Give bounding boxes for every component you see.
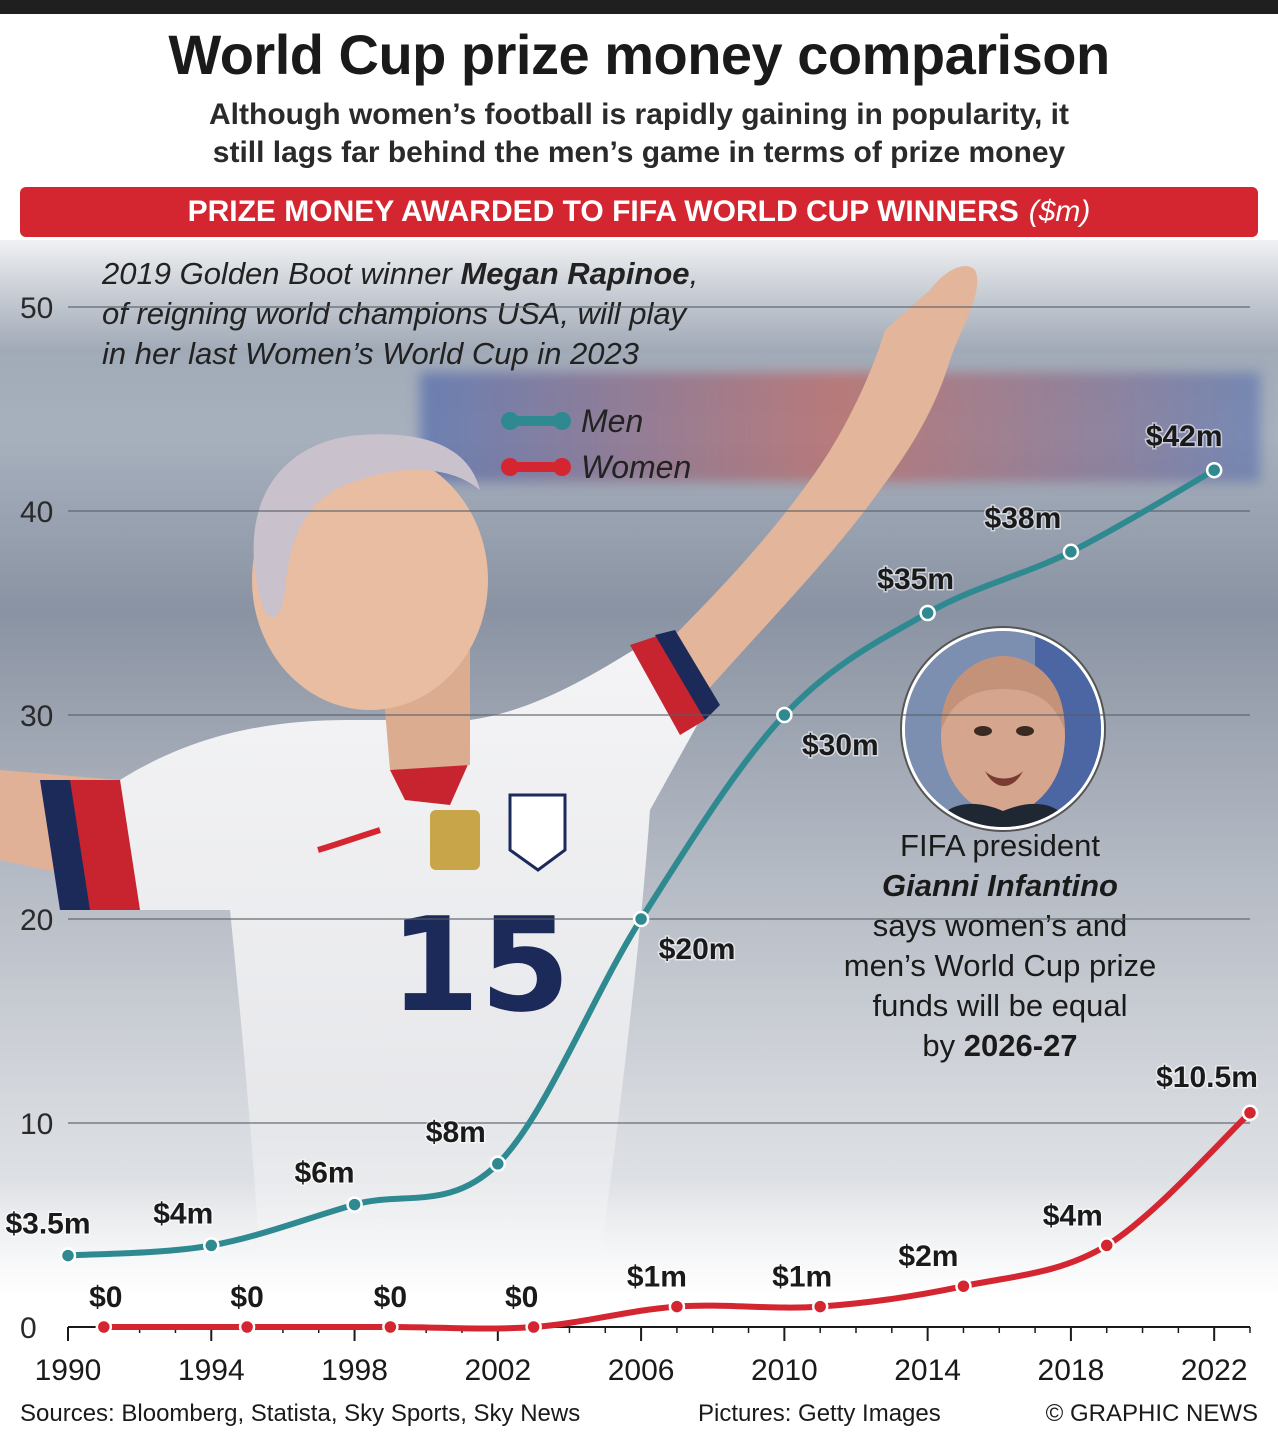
quote-name: Gianni Infantino (882, 868, 1118, 903)
footer-credit: © GRAPHIC NEWS (1045, 1400, 1258, 1427)
caption-line-1: 2019 Golden Boot winner Megan Rapinoe, (102, 254, 802, 294)
women-data-point (1241, 1104, 1259, 1122)
y-tick-label: 30 (20, 700, 53, 733)
women-data-label: $0 (374, 1281, 407, 1314)
chart-legend: Men Women (501, 398, 692, 490)
men-series-line (65, 467, 1218, 1259)
men-data-label: $4m (153, 1197, 213, 1230)
women-data-label: $0 (505, 1281, 538, 1314)
chart-series (59, 461, 1259, 1336)
quote-year: 2026-27 (963, 1028, 1078, 1063)
women-data-point (668, 1298, 686, 1315)
men-data-point (489, 1155, 507, 1173)
quote-line-1: FIFA president (900, 828, 1100, 863)
men-data-point (632, 910, 650, 928)
y-tick-label: 20 (20, 904, 53, 937)
footer-pictures: Pictures: Getty Images (698, 1400, 941, 1427)
women-data-label: $2m (898, 1240, 958, 1273)
footer-sources: Sources: Bloomberg, Statista, Sky Sports… (20, 1400, 581, 1427)
legend-label-women: Women (581, 448, 692, 485)
women-data-point (525, 1318, 542, 1336)
subtitle: Although women’s football is rapidly gai… (80, 96, 1198, 172)
quote-line-6: by 2026-27 (790, 1026, 1210, 1066)
x-tick-label: 1998 (321, 1354, 388, 1387)
y-tick-label: 0 (20, 1312, 37, 1345)
women-data-label: $0 (89, 1281, 122, 1314)
x-tick-label: 2018 (1038, 1354, 1105, 1387)
x-tick-label: 2010 (751, 1354, 818, 1387)
legend-item-women: Women (501, 444, 692, 490)
player-photo: 15 (0, 266, 978, 1260)
legend-item-men: Men (501, 398, 691, 444)
men-data-label: $42m (1146, 420, 1223, 453)
caption-line-3: in her last Women’s World Cup in 2023 (102, 336, 640, 371)
page-title: World Cup prize money comparison (168, 23, 1110, 86)
men-data-point (1205, 461, 1223, 479)
men-data-label: $30m (802, 729, 879, 762)
women-data-point (238, 1318, 256, 1336)
men-data-label: $3.5m (5, 1208, 90, 1241)
quote-line-5: funds will be equal (872, 988, 1128, 1023)
men-data-label: $35m (877, 563, 954, 596)
x-tick-label: 1990 (35, 1354, 102, 1387)
x-tick-label: 1994 (178, 1354, 245, 1387)
footer: Sources: Bloomberg, Statista, Sky Sports… (20, 1400, 1258, 1430)
women-data-label: $0 (230, 1281, 263, 1314)
women-data-label: $10.5m (1156, 1061, 1258, 1094)
jersey-number: 15 (390, 889, 571, 1041)
quote-line-4: men’s World Cup prize (843, 948, 1157, 983)
chart-grid (68, 306, 1250, 1124)
men-data-point (59, 1247, 77, 1264)
men-data-point (346, 1196, 363, 1213)
women-data-label: $1m (627, 1261, 687, 1294)
men-data-label: $6m (295, 1157, 355, 1190)
y-tick-label: 10 (20, 1108, 53, 1141)
quote-by: by (922, 1028, 964, 1063)
x-tick-label: 2014 (894, 1354, 961, 1387)
caption-line-2: of reigning world champions USA, will pl… (102, 296, 687, 331)
x-tick-label: 2022 (1181, 1354, 1248, 1387)
men-data-label: $20m (659, 933, 736, 966)
subtitle-line-1: Although women’s football is rapidly gai… (209, 98, 1069, 131)
legend-label-men: Men (581, 402, 644, 439)
y-tick-label: 40 (20, 496, 53, 529)
banner-text: PRIZE MONEY AWARDED TO FIFA WORLD CUP WI… (187, 195, 1019, 228)
chart-data-labels: $3.5m $4m $6m $8m $20m $30m $35m $38m $42m $0 $0 $0… (4, 419, 1259, 1316)
quote-line-3: says women’s and (872, 908, 1128, 943)
women-data-point (1098, 1237, 1115, 1254)
caption-text: 2019 Golden Boot winner (102, 256, 461, 291)
women-data-label: $4m (1043, 1199, 1103, 1232)
fifa-quote: FIFA president Gianni Infantino says wom… (790, 826, 1210, 1066)
legend-swatch-men (501, 412, 571, 430)
men-data-point (1062, 543, 1080, 561)
top-rule (0, 0, 1278, 14)
women-data-point (95, 1318, 113, 1336)
fifa-president-portrait (902, 628, 1104, 830)
men-data-point (776, 706, 793, 724)
men-data-point (203, 1237, 220, 1254)
women-data-point (811, 1298, 829, 1315)
chart-banner: PRIZE MONEY AWARDED TO FIFA WORLD CUP WI… (20, 187, 1258, 237)
women-data-label: $1m (772, 1261, 832, 1294)
legend-swatch-women (501, 458, 571, 476)
y-tick-label: 50 (20, 292, 53, 325)
women-series-line (100, 1109, 1253, 1332)
men-data-label: $8m (426, 1116, 486, 1149)
caption-comma: , (689, 256, 699, 291)
background-top-fade (0, 150, 1278, 350)
men-data-label: $38m (985, 502, 1062, 535)
caption-player-name: Megan Rapinoe (460, 256, 690, 291)
x-tick-label: 2006 (608, 1354, 675, 1387)
women-data-point (382, 1318, 399, 1336)
banner-unit: ($m) (1028, 195, 1091, 228)
men-data-point (919, 604, 936, 622)
subtitle-line-2: still lags far behind the men’s game in … (212, 136, 1066, 169)
player-caption: 2019 Golden Boot winner Megan Rapinoe, o… (102, 254, 802, 374)
women-data-point (955, 1277, 972, 1295)
x-tick-label: 2002 (464, 1354, 531, 1387)
